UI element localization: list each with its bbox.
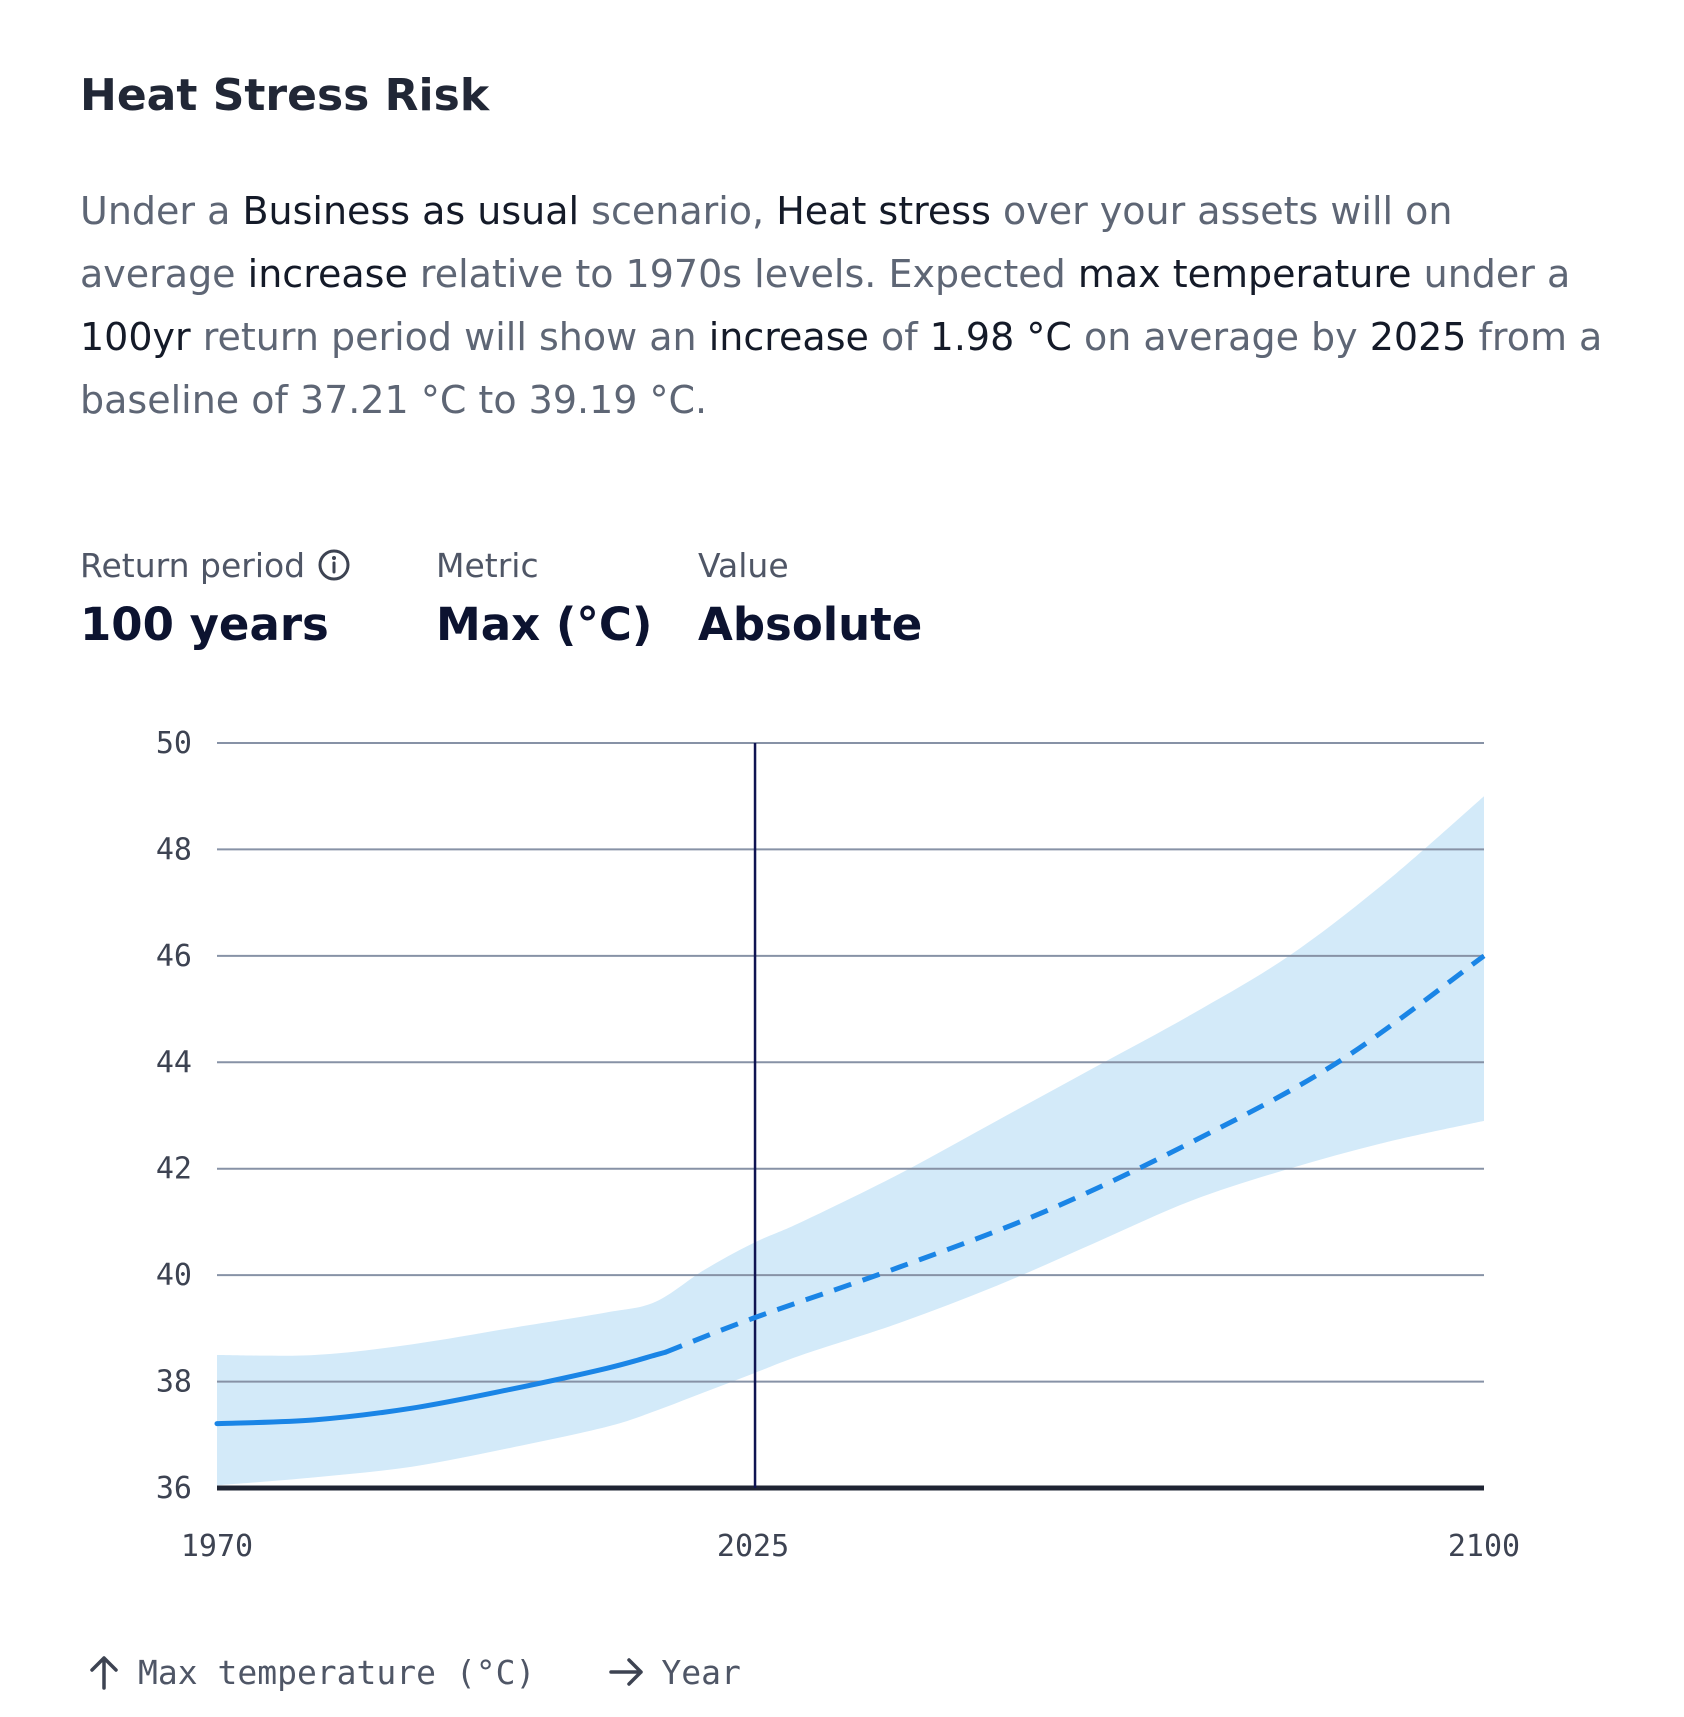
desc-text: under a	[1411, 252, 1571, 296]
x-tick-label: 1970	[181, 1529, 253, 1564]
legend-x-axis: Year	[605, 1650, 741, 1694]
desc-hazard: Heat stress	[776, 189, 991, 233]
y-tick-label: 44	[156, 1045, 192, 1080]
desc-scenario: Business as usual	[242, 189, 580, 233]
desc-text: from a baseline of 37.21 °C to 39.19 °C.	[80, 315, 1603, 422]
info-icon[interactable]	[317, 548, 351, 582]
value-control[interactable]: Value Absolute	[698, 540, 923, 652]
desc-metric: max temperature	[1077, 252, 1412, 296]
x-tick-label: 2025	[717, 1529, 789, 1564]
scenario-description: Under a Business as usual scenario, Heat…	[80, 180, 1620, 432]
gridlines-group	[217, 742, 1484, 1491]
historical-median-line	[214, 1349, 668, 1427]
heat-stress-chart: 36 38 40 42 44 46 48 50 1970 2025 2100	[156, 726, 1520, 1564]
desc-text: relative to 1970s levels. Expected	[407, 252, 1078, 296]
arrow-up-icon	[90, 1656, 118, 1690]
desc-text: Under a	[80, 189, 243, 233]
metric-value[interactable]: Max (°C)	[436, 598, 653, 651]
arrow-right-icon	[609, 1658, 644, 1686]
y-tick-label: 42	[156, 1152, 192, 1187]
return-period-label-row: Return period	[80, 540, 351, 590]
desc-change-value: 1.98 °C	[929, 315, 1072, 359]
desc-change-direction: increase	[708, 315, 869, 359]
y-tick-label: 46	[156, 939, 192, 974]
desc-return-period: 100yr	[80, 315, 191, 359]
desc-text: over your assets will on average	[80, 189, 1453, 296]
desc-year: 2025	[1369, 315, 1467, 359]
desc-direction: increase	[247, 252, 408, 296]
y-tick-label: 40	[156, 1258, 192, 1293]
legend-y-axis: Max temperature (°C)	[82, 1650, 535, 1694]
value-value[interactable]: Absolute	[698, 598, 923, 651]
desc-text: scenario,	[579, 189, 777, 233]
return-period-label: Return period	[80, 545, 306, 585]
y-tick-label: 48	[156, 832, 192, 867]
return-period-control[interactable]: Return period 100 years	[80, 540, 351, 651]
series-group	[214, 953, 1486, 1427]
metric-label: Metric	[436, 545, 539, 585]
y-tick-label: 36	[156, 1471, 192, 1506]
desc-text: of	[868, 315, 930, 359]
desc-text: on average by	[1071, 315, 1370, 359]
y-tick-label: 38	[156, 1365, 192, 1400]
metric-control[interactable]: Metric Max (°C)	[436, 540, 653, 652]
value-label: Value	[698, 545, 789, 585]
y-tick-label: 50	[156, 726, 192, 761]
return-period-value[interactable]: 100 years	[80, 598, 329, 651]
legend-x-axis-label: Year	[661, 1652, 741, 1692]
x-tick-label: 2100	[1448, 1529, 1520, 1564]
page-title: Heat Stress Risk	[80, 70, 490, 121]
legend-y-axis-label: Max temperature (°C)	[138, 1652, 536, 1692]
desc-text: return period will show an	[190, 315, 709, 359]
axis-legend: Max temperature (°C) Year	[82, 1650, 811, 1694]
tick-labels-group: 36 38 40 42 44 46 48 50 1970 2025 2100	[156, 726, 1520, 1564]
